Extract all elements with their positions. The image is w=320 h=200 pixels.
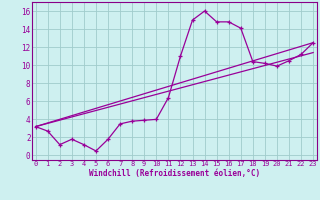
X-axis label: Windchill (Refroidissement éolien,°C): Windchill (Refroidissement éolien,°C) (89, 169, 260, 178)
